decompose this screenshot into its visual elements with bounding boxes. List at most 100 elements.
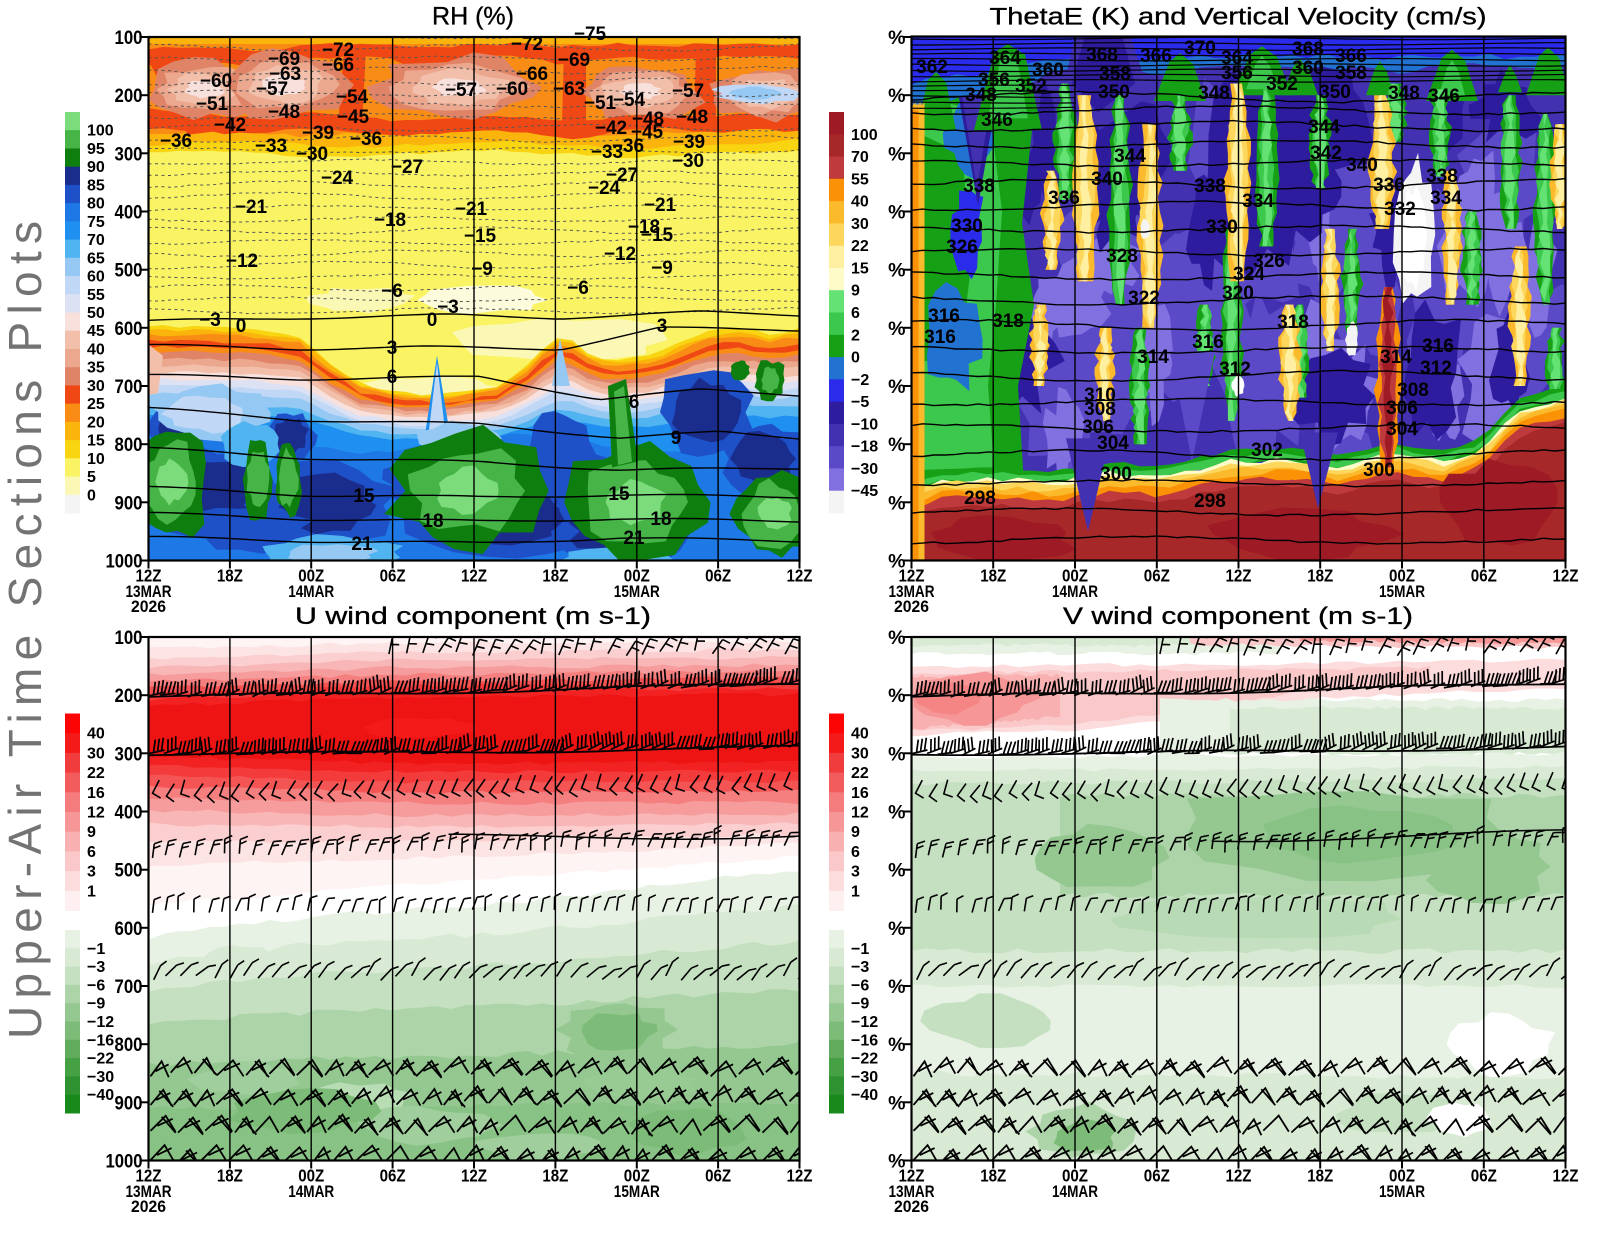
svg-text:600: 600 <box>115 918 143 940</box>
svg-text:85: 85 <box>87 177 105 194</box>
svg-text:100: 100 <box>115 27 143 49</box>
svg-text:13MAR: 13MAR <box>889 583 935 601</box>
svg-text:800: 800 <box>115 434 143 456</box>
svg-text:%: % <box>888 918 905 940</box>
svg-text:304: 304 <box>1097 433 1129 454</box>
svg-text:50: 50 <box>87 305 105 322</box>
svg-text:200: 200 <box>115 685 143 707</box>
svg-text:−30: −30 <box>87 1069 114 1086</box>
svg-text:%: % <box>888 492 905 514</box>
svg-text:−45: −45 <box>337 107 370 128</box>
svg-text:344: 344 <box>1114 146 1146 167</box>
svg-text:22: 22 <box>851 238 869 255</box>
svg-text:−3: −3 <box>437 297 459 318</box>
svg-text:0: 0 <box>427 310 438 331</box>
svg-text:40: 40 <box>851 726 869 743</box>
svg-text:−57: −57 <box>672 81 704 102</box>
svg-text:358: 358 <box>1335 63 1367 84</box>
svg-text:324: 324 <box>1233 264 1265 285</box>
svg-text:−57: −57 <box>256 79 288 100</box>
svg-text:−40: −40 <box>851 1087 878 1104</box>
svg-text:−27: −27 <box>391 157 423 178</box>
svg-text:−69: −69 <box>268 49 300 70</box>
svg-text:3: 3 <box>851 864 860 881</box>
svg-text:−16: −16 <box>87 1032 114 1049</box>
svg-text:18: 18 <box>422 511 443 532</box>
svg-text:400: 400 <box>115 802 143 824</box>
svg-text:−66: −66 <box>322 55 354 76</box>
svg-text:10: 10 <box>87 451 105 468</box>
svg-text:RH (%): RH (%) <box>432 3 514 31</box>
svg-text:334: 334 <box>1430 188 1462 209</box>
svg-text:1: 1 <box>87 883 96 900</box>
svg-text:500: 500 <box>115 860 143 882</box>
svg-text:−30: −30 <box>672 151 704 172</box>
svg-text:30: 30 <box>87 745 105 762</box>
svg-text:40: 40 <box>851 194 869 211</box>
svg-text:20: 20 <box>87 414 105 431</box>
svg-text:6: 6 <box>87 844 96 861</box>
svg-text:40: 40 <box>87 342 105 359</box>
svg-text:−66: −66 <box>516 64 548 85</box>
svg-text:%: % <box>888 202 905 224</box>
svg-text:12Z: 12Z <box>136 566 162 586</box>
svg-text:06Z: 06Z <box>705 566 731 586</box>
svg-text:−15: −15 <box>464 226 497 247</box>
svg-text:3: 3 <box>87 864 96 881</box>
svg-text:300: 300 <box>115 743 143 765</box>
svg-text:358: 358 <box>1099 64 1131 85</box>
svg-text:15MAR: 15MAR <box>614 583 660 601</box>
svg-text:336: 336 <box>1373 175 1405 196</box>
svg-text:364: 364 <box>989 48 1021 69</box>
svg-text:−3: −3 <box>199 310 221 331</box>
svg-text:ThetaE (K) and Vertical Veloci: ThetaE (K) and Vertical Velocity (cm/s) <box>990 4 1487 31</box>
svg-text:−18: −18 <box>374 210 406 231</box>
svg-text:100: 100 <box>115 627 143 649</box>
svg-text:330: 330 <box>1206 217 1238 238</box>
svg-text:75: 75 <box>87 214 105 231</box>
svg-text:5: 5 <box>87 469 96 486</box>
svg-text:06Z: 06Z <box>1144 1166 1170 1186</box>
svg-text:30: 30 <box>851 745 869 762</box>
svg-text:364: 364 <box>1221 48 1253 69</box>
svg-text:−40: −40 <box>87 1087 114 1104</box>
svg-text:21: 21 <box>351 534 373 555</box>
svg-text:%: % <box>888 551 905 573</box>
svg-text:−36: −36 <box>350 129 382 150</box>
svg-text:312: 312 <box>1420 358 1452 379</box>
svg-text:−63: −63 <box>269 64 301 85</box>
svg-text:12: 12 <box>87 805 105 822</box>
svg-text:314: 314 <box>1380 347 1412 368</box>
svg-text:15: 15 <box>353 486 375 507</box>
svg-text:−72: −72 <box>322 40 354 61</box>
svg-text:0: 0 <box>851 350 860 367</box>
svg-text:15MAR: 15MAR <box>1379 1183 1425 1201</box>
svg-text:12Z: 12Z <box>461 1166 487 1186</box>
svg-text:302: 302 <box>1251 440 1283 461</box>
svg-text:12Z: 12Z <box>461 566 487 586</box>
svg-text:%: % <box>888 743 905 765</box>
svg-text:−18: −18 <box>851 439 878 456</box>
svg-text:−30: −30 <box>851 461 878 478</box>
svg-text:00Z: 00Z <box>1389 1166 1415 1186</box>
svg-text:100: 100 <box>87 123 114 140</box>
svg-text:368: 368 <box>1086 45 1118 66</box>
svg-text:366: 366 <box>1335 46 1367 67</box>
svg-text:−6: −6 <box>851 977 869 994</box>
svg-text:−51: −51 <box>196 94 229 115</box>
svg-text:−3: −3 <box>87 959 105 976</box>
svg-text:370: 370 <box>1184 38 1216 59</box>
svg-text:−9: −9 <box>851 996 869 1013</box>
svg-text:−48: −48 <box>676 107 708 128</box>
svg-text:348: 348 <box>1198 83 1230 104</box>
svg-text:−36: −36 <box>612 136 644 157</box>
svg-text:06Z: 06Z <box>1144 566 1170 586</box>
svg-text:6: 6 <box>851 305 860 322</box>
svg-text:45: 45 <box>87 323 105 340</box>
svg-text:6: 6 <box>629 392 640 413</box>
svg-text:326: 326 <box>1253 251 1285 272</box>
svg-text:346: 346 <box>1428 86 1460 107</box>
svg-text:318: 318 <box>992 311 1024 332</box>
svg-text:316: 316 <box>1192 332 1224 353</box>
svg-text:12Z: 12Z <box>899 1166 925 1186</box>
